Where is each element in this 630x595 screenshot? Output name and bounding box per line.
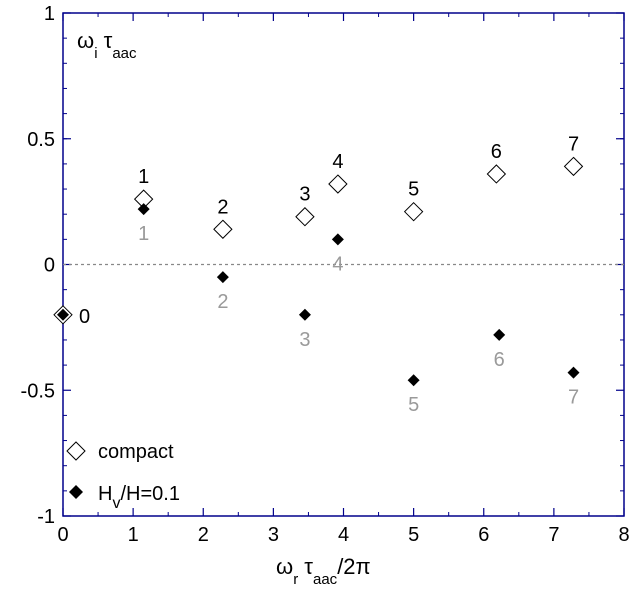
y-tick-label: 0 — [44, 255, 55, 277]
axis-ticks: 0 1 2 3 4 5 6 7 810.50-0.5-1 — [21, 3, 630, 546]
point-label-hv-4: 4 — [332, 253, 343, 275]
y-tick-label: 0.5 — [27, 129, 55, 151]
point-hv-1 — [137, 203, 150, 216]
point-label-hv-1: 1 — [138, 223, 149, 245]
point-hv-2 — [216, 271, 229, 284]
point-label-compact-7: 7 — [568, 133, 579, 155]
point-compact-3 — [295, 207, 315, 227]
point-compact-5 — [403, 201, 424, 222]
point-hv-7 — [567, 366, 580, 379]
point-label-compact-2: 2 — [217, 196, 228, 218]
x-axis-label: ωr τaac/2π — [276, 554, 371, 588]
x-tick-label: 7 — [548, 524, 559, 546]
point-hv-6 — [493, 328, 506, 341]
point-label-hv-2: 2 — [217, 291, 228, 313]
point-hv-3 — [298, 308, 311, 321]
y-tick-label: -0.5 — [21, 380, 55, 402]
x-tick-label: 2 — [198, 524, 209, 546]
point-label-compact-4: 4 — [332, 151, 343, 173]
legend-marker-compact — [66, 441, 86, 461]
x-tick-label: 0 — [57, 524, 68, 546]
x-tick-label: 6 — [478, 524, 489, 546]
point-label-hv-6: 6 — [494, 349, 505, 371]
legend: compact Hv/H=0.1 — [66, 441, 180, 512]
legend-marker-hv — [69, 485, 83, 499]
point-label-hv-7: 7 — [568, 387, 579, 409]
point-label-compact-1: 1 — [138, 166, 149, 188]
legend-label-compact: compact — [98, 441, 174, 463]
point-compact-4 — [328, 174, 348, 194]
point-label-hv-3: 3 — [299, 329, 310, 351]
y-tick-label: 1 — [44, 3, 55, 25]
point-label-compact-0: 0 — [79, 306, 90, 328]
point-compact-2 — [213, 219, 233, 239]
x-tick-label: 8 — [618, 524, 629, 546]
y-axis-label: ωi τaac — [77, 28, 137, 62]
point-hv-5 — [407, 374, 420, 387]
point-label-hv-5: 5 — [408, 394, 419, 416]
point-hv-0 — [57, 308, 69, 321]
x-tick-label: 3 — [268, 524, 279, 546]
point-hv-4 — [331, 233, 344, 246]
point-label-compact-5: 5 — [408, 179, 419, 201]
legend-label-hv: Hv/H=0.1 — [98, 483, 180, 512]
x-tick-label: 1 — [128, 524, 139, 546]
y-tick-label: -1 — [37, 506, 55, 528]
point-label-compact-3: 3 — [299, 184, 310, 206]
point-label-compact-6: 6 — [491, 141, 502, 163]
point-compact-6 — [486, 164, 507, 184]
x-tick-label: 5 — [408, 524, 419, 546]
point-compact-7 — [563, 156, 584, 177]
x-tick-label: 4 — [338, 524, 349, 546]
